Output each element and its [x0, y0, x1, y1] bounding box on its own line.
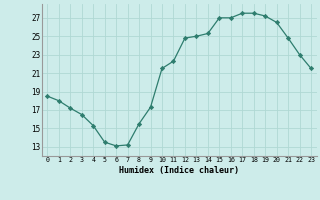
X-axis label: Humidex (Indice chaleur): Humidex (Indice chaleur) — [119, 166, 239, 175]
